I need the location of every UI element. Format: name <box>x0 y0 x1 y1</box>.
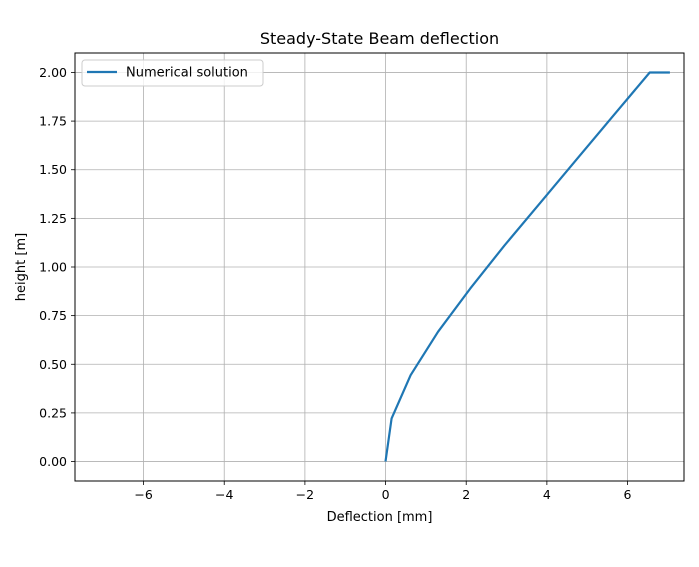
legend: Numerical solution <box>81 59 264 87</box>
x-tick-label: 0 <box>382 487 390 502</box>
y-tick-label: 1.75 <box>39 114 67 129</box>
x-tick-label: 6 <box>624 487 632 502</box>
y-tick-label: 0.00 <box>39 454 67 469</box>
chart-title: Steady-State Beam deflection <box>260 29 499 48</box>
series-line-numerical-solution <box>384 71 670 462</box>
x-axis-label: Deflection [mm] <box>327 510 433 525</box>
y-tick-label: 2.00 <box>39 65 67 80</box>
x-tick-label: −2 <box>296 487 314 502</box>
x-tick-label: −4 <box>215 487 233 502</box>
y-axis-ticks: 0.00 0.25 0.50 0.75 1.00 1.25 1.50 1.75 2.00 <box>39 65 75 469</box>
x-axis-ticks: −6 −4 −2 0 2 4 6 <box>134 481 632 502</box>
x-tick-label: 2 <box>462 487 470 502</box>
y-tick-label: 0.75 <box>39 308 67 323</box>
grid-lines <box>75 53 684 481</box>
y-tick-label: 1.50 <box>39 162 67 177</box>
y-tick-label: 1.25 <box>39 211 67 226</box>
legend-box <box>81 59 264 87</box>
x-tick-label: 4 <box>543 487 551 502</box>
x-tick-label: −6 <box>134 487 152 502</box>
y-tick-label: 1.00 <box>39 260 67 275</box>
legend-label-numerical-solution: Numerical solution <box>126 66 248 81</box>
y-tick-label: 0.50 <box>39 357 67 372</box>
y-tick-label: 0.25 <box>39 405 67 420</box>
y-axis-label: height [m] <box>14 233 29 301</box>
series-layer <box>384 71 670 462</box>
